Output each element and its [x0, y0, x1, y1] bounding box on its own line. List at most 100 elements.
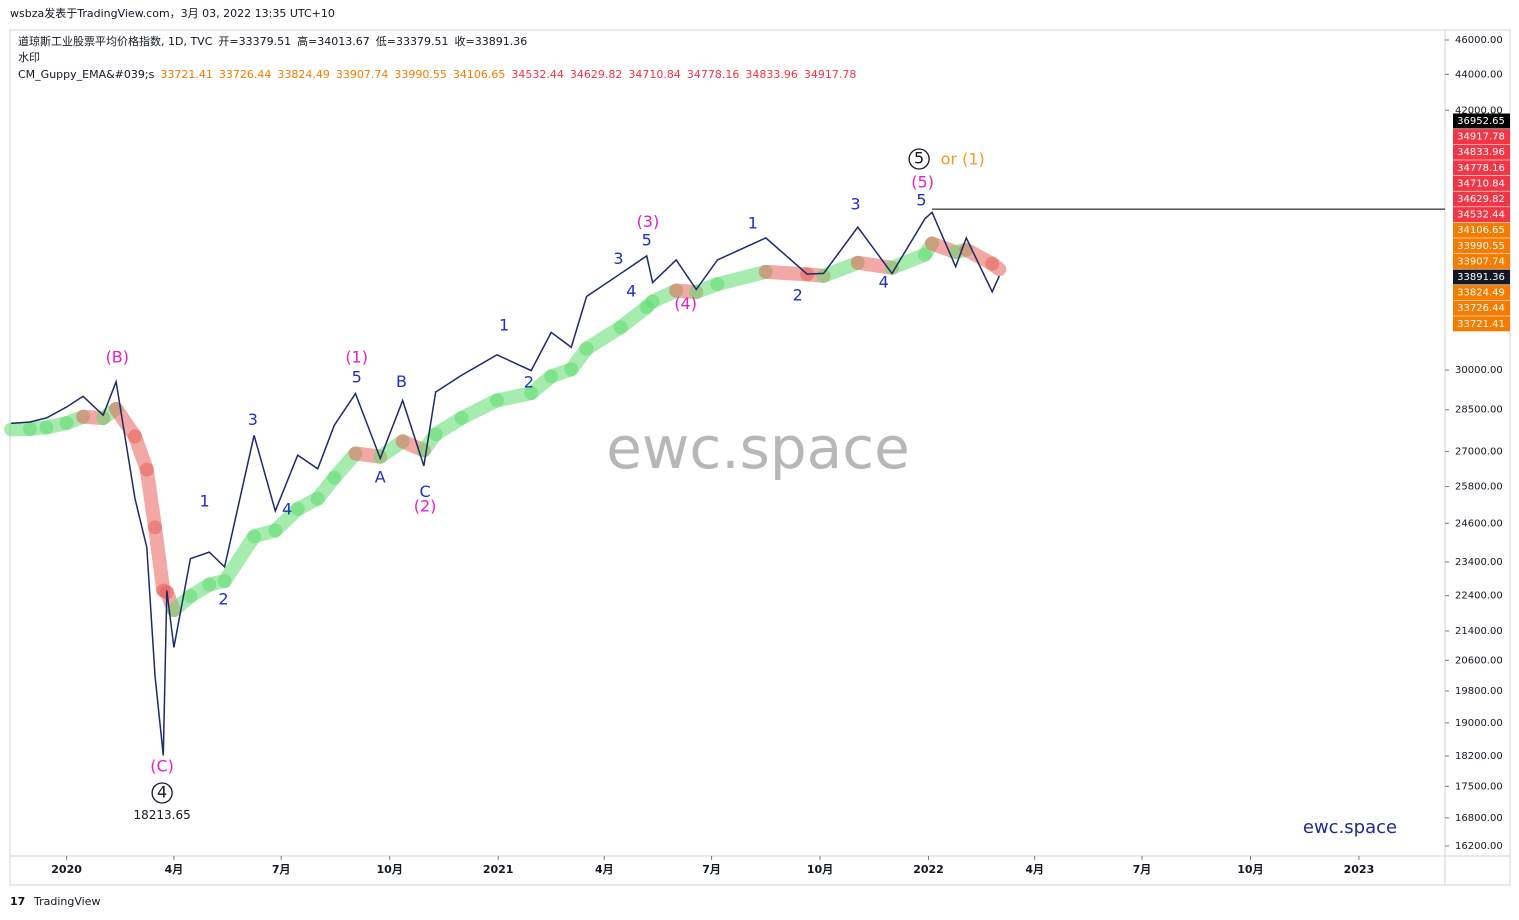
annotation: 5	[352, 368, 362, 387]
ohlc: 低=33379.51	[376, 35, 449, 48]
price-label: 34710.84	[1457, 178, 1505, 189]
y-tick-label: 18200.00	[1455, 751, 1503, 762]
y-tick-label: 16800.00	[1455, 813, 1503, 824]
annotation: 3	[850, 195, 860, 214]
y-tick-label: 46000.00	[1455, 35, 1503, 46]
y-tick-label: 28500.00	[1455, 405, 1503, 416]
annotation: 5	[642, 231, 652, 250]
y-tick-label: 23400.00	[1455, 557, 1503, 568]
ema-ribbon	[148, 520, 171, 598]
x-tick-label: 4月	[1025, 863, 1044, 876]
indicator-value: 33721.41	[160, 68, 213, 81]
annotation: (4)	[674, 294, 697, 313]
price-label-box	[1453, 207, 1510, 223]
footer-logo: 17	[10, 895, 25, 908]
ohlc: 高=34013.67	[297, 34, 370, 48]
x-tick-label: 4月	[595, 863, 614, 876]
x-tick-label: 10月	[1237, 863, 1263, 876]
indicator-value: 34710.84	[628, 68, 681, 81]
annotation-circle	[151, 782, 173, 804]
y-tick-label: 19800.00	[1455, 686, 1503, 697]
y-tick-label: 16200.00	[1455, 841, 1503, 852]
annotation: 4	[626, 282, 636, 301]
price-label-box	[1453, 160, 1510, 176]
x-tick-label: 2020	[51, 863, 82, 876]
price-label: 33726.44	[1457, 303, 1505, 314]
ohlc: 开=33379.51	[218, 35, 291, 48]
price-label: 33824.49	[1457, 288, 1505, 299]
price-label-box	[1453, 113, 1510, 129]
annotation: (5)	[911, 173, 934, 192]
price-label: 33990.55	[1457, 241, 1505, 252]
price-label: 34917.78	[1457, 132, 1505, 143]
price-label-box	[1453, 285, 1510, 301]
annotation: 1	[499, 316, 509, 335]
y-tick-label: 27000.00	[1455, 446, 1503, 457]
price-label: 34532.44	[1457, 210, 1505, 221]
indicator-value: 33726.44	[219, 68, 272, 81]
price-label-box	[1453, 300, 1510, 316]
x-tick-label: 4月	[165, 863, 184, 876]
ohlc: 收=33891.36	[455, 34, 528, 48]
price-label: 34629.82	[1457, 194, 1505, 205]
footer: TradingView	[33, 895, 100, 908]
annotation: 1	[199, 491, 209, 510]
price-label-box	[1453, 222, 1510, 238]
indicator-value: 34532.44	[511, 68, 564, 81]
annotation: (1)	[345, 348, 368, 367]
annotation: 4	[282, 499, 292, 518]
ema-ribbon	[710, 264, 773, 292]
annotation: A	[375, 467, 386, 486]
indicator-name: CM_Guppy_EMA&#039;s	[18, 68, 155, 81]
annotation: 5	[914, 149, 924, 168]
price-label: 34106.65	[1457, 225, 1505, 236]
ema-ribbon	[139, 462, 163, 535]
price-label-box	[1453, 129, 1510, 145]
price-label-box	[1453, 269, 1510, 285]
price-label: 33891.36	[1457, 272, 1505, 283]
price-label: 36952.65	[1457, 116, 1505, 127]
annotation: 3	[613, 249, 623, 268]
x-tick-label: 2021	[483, 863, 514, 876]
y-tick-label: 21400.00	[1455, 626, 1503, 637]
indicator-value: 34629.82	[570, 68, 623, 81]
y-tick-label: 42000.00	[1455, 105, 1503, 116]
indicator-value: 33907.74	[336, 68, 389, 81]
y-tick-label: 20600.00	[1455, 655, 1503, 666]
indicator-value: 34106.65	[453, 68, 506, 81]
annotation: 4	[879, 273, 889, 292]
price-label-box	[1453, 144, 1510, 160]
x-tick-label: 10月	[377, 863, 403, 876]
annotation: (C)	[150, 757, 174, 776]
price-label-box	[1453, 191, 1510, 207]
annotation-circle	[908, 148, 930, 170]
title: 道琼斯工业股票平均价格指数, 1D, TVC 开=33379.51 高=34013.…	[18, 34, 527, 48]
y-tick-label: 25800.00	[1455, 482, 1503, 493]
x-tick-label: 7月	[702, 863, 721, 876]
annotation: 5	[916, 190, 926, 209]
annotation: 3	[248, 410, 258, 429]
annotation: (2)	[414, 497, 437, 516]
annotation: 4	[157, 782, 167, 801]
indicator-value: 33824.49	[277, 68, 330, 81]
frame	[9, 29, 1511, 886]
annotation: 1	[748, 214, 758, 233]
x-tick-label: 7月	[1133, 863, 1152, 876]
price-label: 33907.74	[1457, 256, 1505, 267]
price-label: 34778.16	[1457, 163, 1505, 174]
y-tick-label: 22400.00	[1455, 591, 1503, 602]
price-label-box	[1453, 175, 1510, 191]
annotation: 18213.65	[133, 808, 190, 822]
x-tick-label: 2023	[1344, 863, 1375, 876]
ema-ribbon	[217, 529, 262, 589]
price-line	[11, 211, 1000, 756]
annotation: (3)	[637, 212, 660, 231]
x-tick-label: 10月	[807, 863, 833, 876]
y-tick-label: 19000.00	[1455, 718, 1503, 729]
y-tick-label: 24600.00	[1455, 518, 1503, 529]
annotation: 2	[793, 286, 803, 305]
annotation: (B)	[106, 348, 129, 367]
subtitle: 水印	[18, 51, 40, 64]
indicator-value: 34833.96	[745, 68, 798, 81]
legend: 道琼斯工业股票平均价格指数, 1D, TVC 开=33379.51 高=34013.…	[18, 34, 856, 81]
